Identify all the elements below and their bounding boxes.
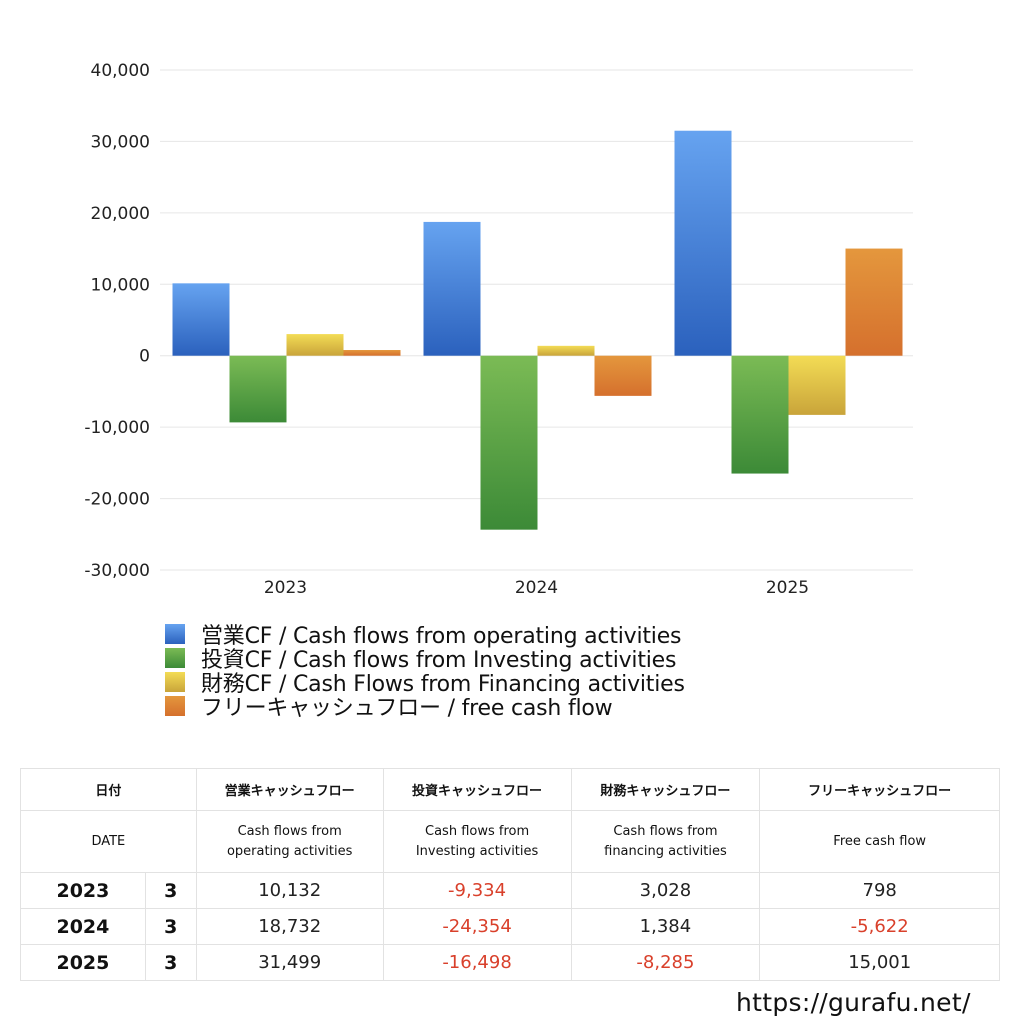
chart-legend: 営業CF / Cash flows from operating activit… — [165, 622, 685, 721]
cell-financing: 1,384 — [570, 908, 761, 945]
header-operating-en: Cash flows from operating activities — [195, 810, 384, 873]
cell-year: 2023 — [20, 872, 146, 909]
cell-investing: -9,334 — [382, 872, 572, 909]
cell-year: 2024 — [20, 908, 146, 945]
cell-year: 2025 — [20, 944, 146, 981]
x-tick-label: 2024 — [515, 578, 558, 598]
y-tick-label: 20,000 — [91, 204, 150, 224]
y-tick-label: -20,000 — [84, 490, 150, 510]
legend-label: 投資CF / Cash flows from Investing activit… — [201, 648, 677, 673]
y-tick-label: 0 — [139, 347, 150, 367]
header-date-jp: 日付 — [20, 768, 197, 811]
cell-financing: 3,028 — [570, 872, 761, 909]
y-axis: 40,000 30,000 20,000 10,000 0 -10,000 -20,000 -… — [84, 61, 150, 581]
bar — [594, 355, 652, 396]
cell-investing: -24,354 — [382, 908, 572, 945]
header-free-jp: フリーキャッシュフロー — [759, 768, 1000, 811]
table-row: 2023 3 10,132 -9,334 3,028 798 — [20, 872, 1000, 909]
legend-swatch-financing — [165, 672, 185, 692]
legend-swatch-operating — [165, 624, 185, 644]
header-operating-en-text: Cash flows from operating activities — [226, 823, 353, 859]
header-investing-en-text: Cash flows from Investing activities — [415, 823, 539, 859]
legend-swatch-investing — [165, 648, 185, 668]
bar — [229, 355, 287, 423]
cell-free: 15,001 — [759, 944, 1000, 981]
cell-month: 3 — [144, 944, 197, 981]
cell-free: -5,622 — [759, 908, 1000, 945]
bar — [731, 355, 789, 474]
header-investing-jp: 投資キャッシュフロー — [382, 768, 572, 811]
x-axis: 2023 2024 2025 — [264, 578, 809, 598]
chart-bars — [172, 130, 903, 530]
y-tick-label: -10,000 — [84, 418, 150, 438]
legend-label: フリーキャッシュフロー / free cash flow — [201, 696, 613, 721]
cell-month: 3 — [144, 908, 197, 945]
legend-item-investing: 投資CF / Cash flows from Investing activit… — [165, 646, 685, 673]
cell-operating: 18,732 — [195, 908, 384, 945]
cell-investing: -16,498 — [382, 944, 572, 981]
cash-flow-table: 日付 営業キャッシュフロー 投資キャッシュフロー 財務キャッシュフロー フリーキ… — [20, 768, 1000, 981]
header-free-en: Free cash flow — [759, 810, 1000, 873]
header-date-en: DATE — [20, 810, 197, 873]
cell-financing: -8,285 — [570, 944, 761, 981]
legend-label: 財務CF / Cash Flows from Financing activit… — [201, 672, 685, 697]
x-tick-label: 2023 — [264, 578, 307, 598]
cell-operating: 10,132 — [195, 872, 384, 909]
cell-operating: 31,499 — [195, 944, 384, 981]
bar — [172, 283, 230, 356]
bar — [480, 355, 538, 530]
table-row: 2025 3 31,499 -16,498 -8,285 15,001 — [20, 944, 1000, 981]
y-tick-label: 10,000 — [91, 275, 150, 295]
bar — [343, 350, 401, 356]
legend-item-financing: 財務CF / Cash Flows from Financing activit… — [165, 670, 685, 697]
bar — [674, 130, 732, 356]
y-tick-label: 40,000 — [91, 61, 150, 81]
y-tick-label: -30,000 — [84, 561, 150, 581]
bar — [537, 345, 595, 356]
header-financing-en-text: Cash flows from financing activities — [604, 823, 727, 859]
bar — [423, 221, 481, 356]
site-url: https://gurafu.net/ — [736, 988, 971, 1017]
header-financing-jp: 財務キャッシュフロー — [570, 768, 761, 811]
table-header-en: DATE Cash flows from operating activitie… — [20, 810, 1000, 873]
legend-item-free-cash-flow: フリーキャッシュフロー / free cash flow — [165, 694, 685, 721]
legend-item-operating: 営業CF / Cash flows from operating activit… — [165, 622, 685, 649]
legend-label: 営業CF / Cash flows from operating activit… — [201, 624, 682, 649]
x-tick-label: 2025 — [766, 578, 809, 598]
table-row: 2024 3 18,732 -24,354 1,384 -5,622 — [20, 908, 1000, 945]
cash-flow-bar-chart: 40,000 30,000 20,000 10,000 0 -10,000 -20,000 -… — [84, 61, 913, 598]
legend-swatch-free-cash-flow — [165, 696, 185, 716]
bar — [845, 248, 903, 356]
bar — [788, 355, 846, 415]
cell-free: 798 — [759, 872, 1000, 909]
header-financing-en: Cash flows from financing activities — [570, 810, 761, 873]
cell-month: 3 — [144, 872, 197, 909]
header-investing-en: Cash flows from Investing activities — [382, 810, 572, 873]
table-header-jp: 日付 営業キャッシュフロー 投資キャッシュフロー 財務キャッシュフロー フリーキ… — [20, 768, 1000, 811]
header-operating-jp: 営業キャッシュフロー — [195, 768, 384, 811]
bar — [286, 334, 344, 356]
y-tick-label: 30,000 — [91, 132, 150, 152]
